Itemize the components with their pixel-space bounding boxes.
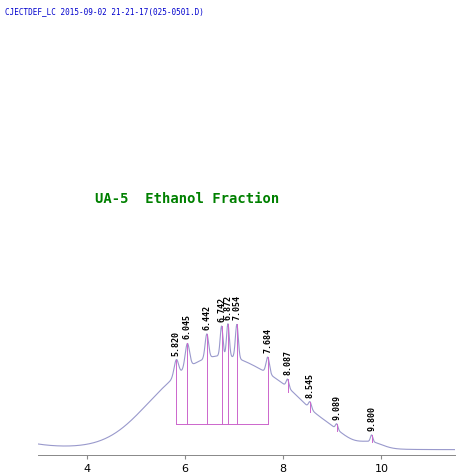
Text: 6.742: 6.742 [217,297,226,322]
Text: CJECTDEF_LC 2015-09-02 21-21-17(025-0501.D): CJECTDEF_LC 2015-09-02 21-21-17(025-0501… [5,7,204,16]
Text: 6.045: 6.045 [183,314,192,339]
Text: 6.872: 6.872 [223,295,232,319]
Text: 9.089: 9.089 [332,395,341,419]
Text: 8.545: 8.545 [306,373,315,398]
Text: 8.087: 8.087 [283,350,292,375]
Text: UA-5  Ethanol Fraction: UA-5 Ethanol Fraction [95,192,279,206]
Text: 6.442: 6.442 [202,305,211,330]
Text: 7.054: 7.054 [232,295,241,320]
Text: 9.800: 9.800 [367,406,376,431]
Text: 7.684: 7.684 [263,328,272,353]
Text: 5.820: 5.820 [172,330,181,356]
